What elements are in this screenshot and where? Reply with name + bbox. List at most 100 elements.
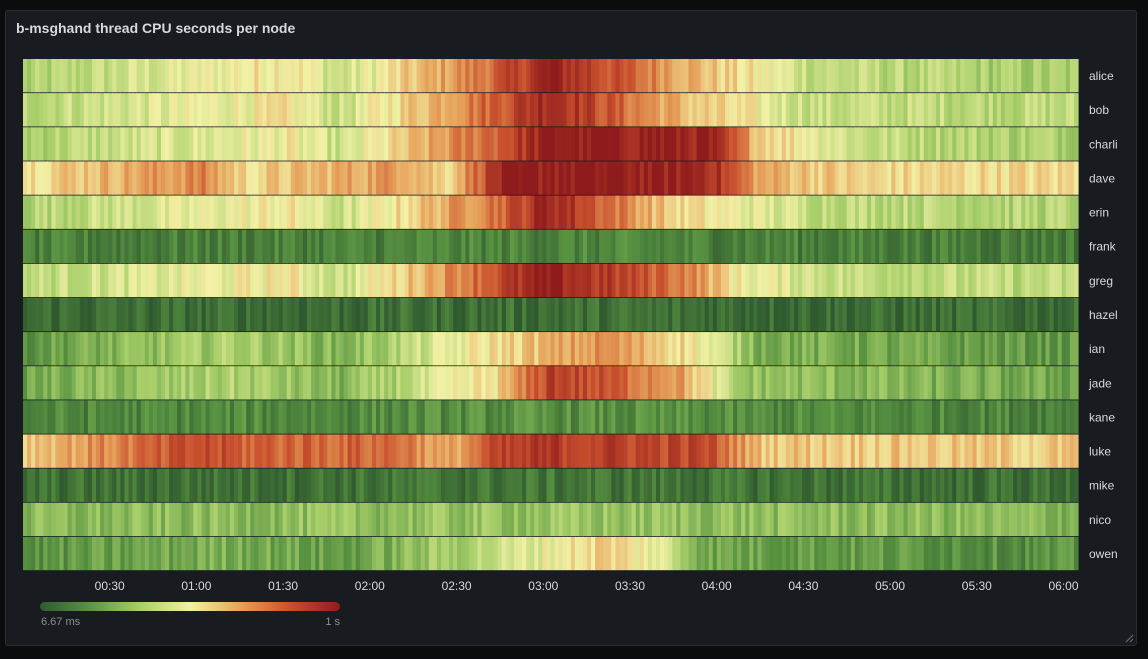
heatmap-cell[interactable]	[339, 297, 345, 332]
heatmap-cell[interactable]	[351, 229, 357, 263]
heatmap-cell[interactable]	[181, 332, 186, 366]
heatmap-cell[interactable]	[148, 195, 154, 229]
heatmap-cell[interactable]	[802, 229, 807, 263]
heatmap-cell[interactable]	[651, 366, 657, 400]
heatmap-cell[interactable]	[522, 468, 527, 502]
heatmap-cell[interactable]	[384, 468, 389, 502]
heatmap-cell[interactable]	[234, 127, 239, 161]
heatmap-cell[interactable]	[858, 468, 864, 502]
heatmap-cell[interactable]	[156, 366, 162, 400]
heatmap-cell[interactable]	[286, 297, 292, 332]
heatmap-cell[interactable]	[112, 297, 117, 332]
heatmap-cell[interactable]	[737, 195, 742, 229]
heatmap-cell[interactable]	[769, 332, 775, 366]
heatmap-cell[interactable]	[449, 59, 454, 93]
heatmap-cell[interactable]	[745, 332, 750, 366]
heatmap-cell[interactable]	[1053, 468, 1059, 502]
heatmap-cell[interactable]	[538, 332, 543, 366]
heatmap-cell[interactable]	[363, 59, 369, 93]
heatmap-cell[interactable]	[542, 366, 548, 400]
heatmap-cell[interactable]	[931, 434, 937, 468]
heatmap-cell[interactable]	[347, 366, 353, 400]
heatmap-cell[interactable]	[489, 263, 495, 298]
heatmap-cell[interactable]	[173, 93, 178, 127]
heatmap-cell[interactable]	[935, 536, 941, 571]
heatmap-cell[interactable]	[591, 263, 596, 298]
heatmap-cell[interactable]	[319, 297, 324, 332]
heatmap-cell[interactable]	[412, 263, 418, 298]
heatmap-cell[interactable]	[781, 59, 787, 93]
heatmap-cell[interactable]	[181, 127, 186, 161]
heatmap-cell[interactable]	[733, 93, 738, 127]
heatmap-cell[interactable]	[696, 195, 702, 229]
heatmap-cell[interactable]	[396, 127, 401, 161]
heatmap-cell[interactable]	[777, 366, 783, 400]
heatmap-cell[interactable]	[144, 161, 150, 195]
heatmap-cell[interactable]	[246, 263, 251, 298]
heatmap-cell[interactable]	[911, 502, 917, 537]
heatmap-cell[interactable]	[311, 59, 316, 93]
heatmap-cell[interactable]	[838, 195, 844, 229]
heatmap-cell[interactable]	[522, 93, 527, 127]
heatmap-cell[interactable]	[132, 59, 138, 93]
heatmap-cell[interactable]	[948, 59, 953, 93]
heatmap-cell[interactable]	[335, 161, 341, 195]
heatmap-cell[interactable]	[842, 332, 848, 366]
heatmap-cell[interactable]	[270, 127, 276, 161]
heatmap-cell[interactable]	[477, 332, 483, 366]
heatmap-cell[interactable]	[688, 297, 694, 332]
heatmap-cell[interactable]	[420, 434, 426, 468]
heatmap-cell[interactable]	[578, 161, 584, 195]
heatmap-cell[interactable]	[453, 536, 458, 571]
heatmap-cell[interactable]	[745, 297, 750, 332]
heatmap-cell[interactable]	[1069, 400, 1075, 434]
heatmap-cell[interactable]	[708, 161, 714, 195]
heatmap-cell[interactable]	[842, 195, 848, 229]
heatmap-cell[interactable]	[67, 434, 73, 468]
heatmap-cell[interactable]	[449, 161, 454, 195]
heatmap-cell[interactable]	[1041, 502, 1047, 537]
heatmap-cell[interactable]	[108, 502, 113, 537]
heatmap-cell[interactable]	[91, 332, 97, 366]
heatmap-cell[interactable]	[1045, 263, 1051, 298]
heatmap-cell[interactable]	[802, 59, 807, 93]
heatmap-cell[interactable]	[59, 127, 65, 161]
heatmap-cell[interactable]	[152, 297, 158, 332]
heatmap-cell[interactable]	[822, 332, 828, 366]
heatmap-cell[interactable]	[915, 127, 921, 161]
heatmap-cell[interactable]	[603, 229, 608, 263]
heatmap-cell[interactable]	[603, 502, 608, 537]
heatmap-cell[interactable]	[777, 93, 783, 127]
heatmap-cell[interactable]	[643, 400, 649, 434]
heatmap-cell[interactable]	[862, 93, 868, 127]
heatmap-cell[interactable]	[619, 263, 625, 298]
heatmap-cell[interactable]	[952, 229, 957, 263]
heatmap-cell[interactable]	[660, 366, 665, 400]
heatmap-cell[interactable]	[445, 297, 450, 332]
heatmap-cell[interactable]	[100, 297, 105, 332]
heatmap-cell[interactable]	[948, 229, 953, 263]
heatmap-cell[interactable]	[546, 366, 552, 400]
heatmap-cell[interactable]	[67, 332, 73, 366]
heatmap-cell[interactable]	[562, 332, 568, 366]
heatmap-cell[interactable]	[331, 332, 337, 366]
heatmap-cell[interactable]	[716, 229, 722, 263]
heatmap-cell[interactable]	[351, 366, 357, 400]
heatmap-cell[interactable]	[984, 468, 990, 502]
heatmap-cell[interactable]	[1025, 434, 1030, 468]
heatmap-cell[interactable]	[777, 127, 783, 161]
heatmap-cell[interactable]	[485, 297, 491, 332]
heatmap-cell[interactable]	[71, 502, 77, 537]
heatmap-cell[interactable]	[984, 195, 990, 229]
heatmap-cell[interactable]	[992, 297, 998, 332]
heatmap-cell[interactable]	[258, 161, 264, 195]
heatmap-cell[interactable]	[481, 400, 487, 434]
heatmap-cell[interactable]	[217, 59, 223, 93]
heatmap-cell[interactable]	[708, 400, 714, 434]
heatmap-cell[interactable]	[400, 468, 406, 502]
heatmap-cell[interactable]	[733, 434, 738, 468]
heatmap-cell[interactable]	[359, 468, 365, 502]
heatmap-cell[interactable]	[1009, 366, 1014, 400]
heatmap-cell[interactable]	[371, 434, 377, 468]
heatmap-cell[interactable]	[842, 229, 848, 263]
